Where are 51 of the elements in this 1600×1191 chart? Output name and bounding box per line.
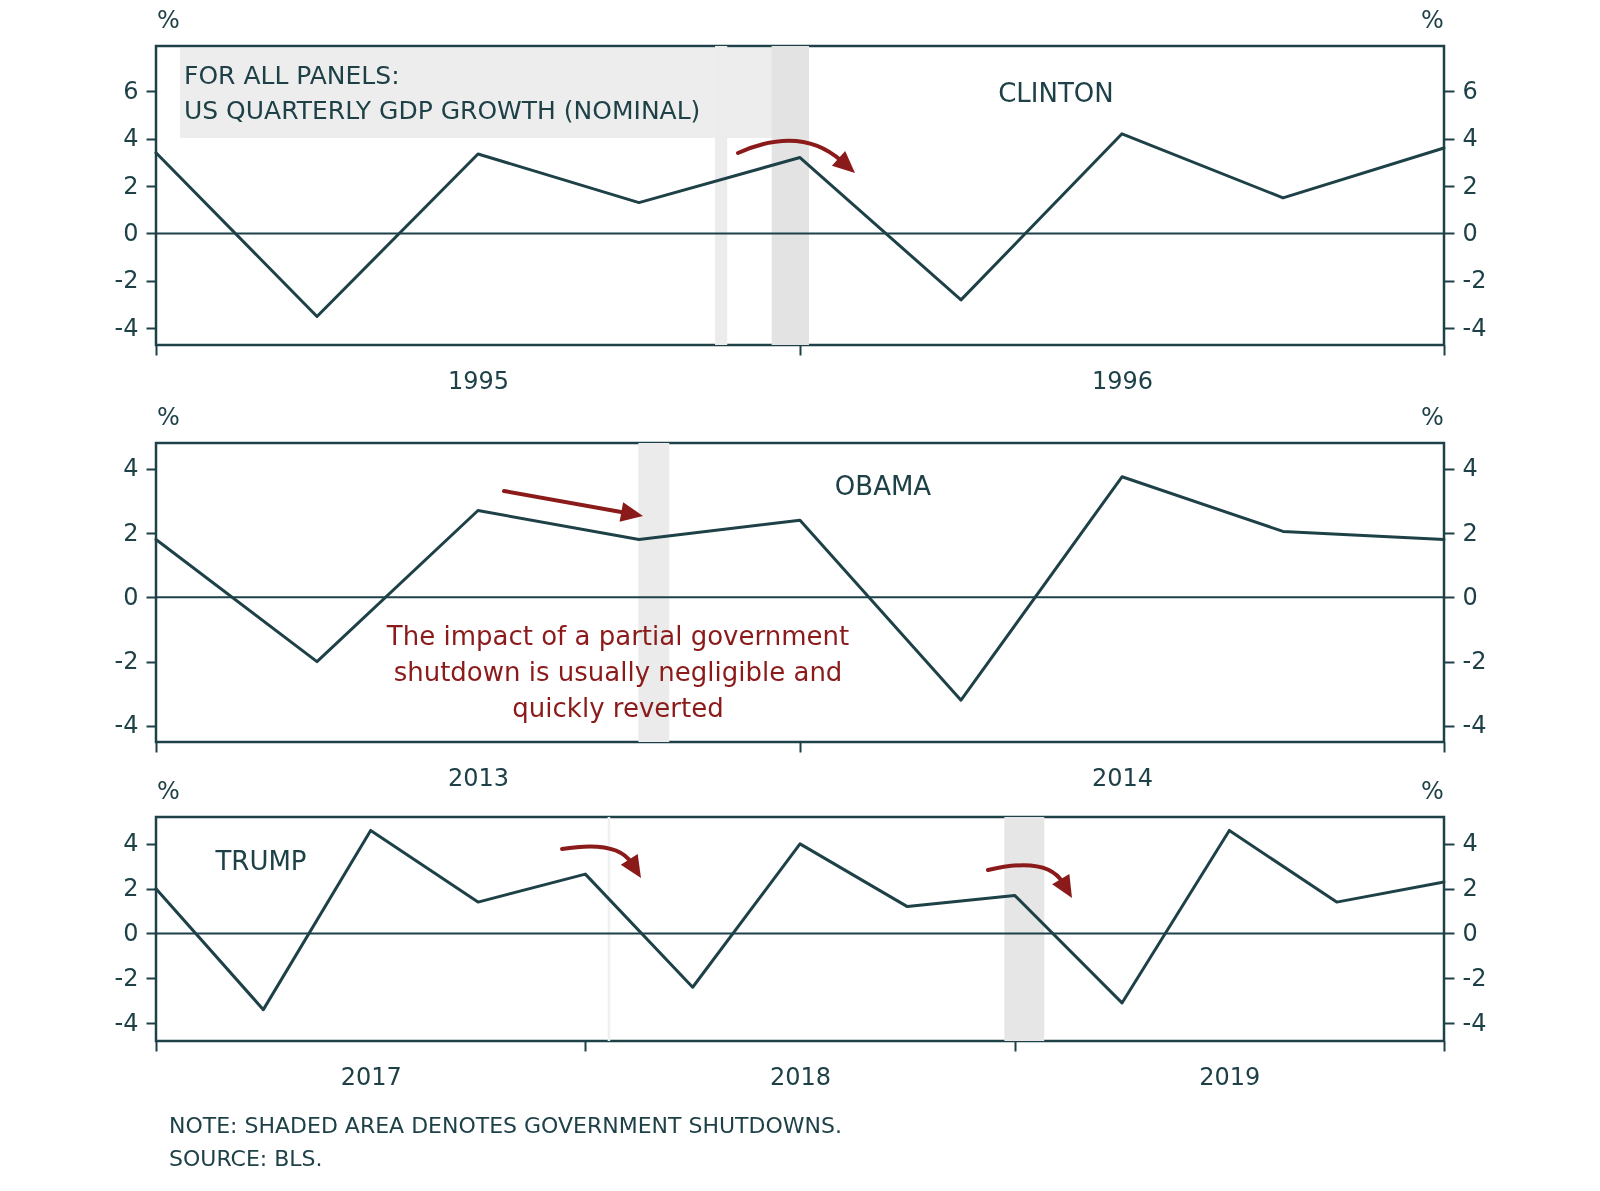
y2-tick-label: 2 bbox=[1462, 171, 1478, 200]
y-axis-title: % bbox=[157, 776, 180, 805]
y2-axis-title: % bbox=[1421, 5, 1444, 34]
y2-tick-label: -2 bbox=[1462, 647, 1487, 676]
y-tick-label: -2 bbox=[114, 647, 139, 676]
y-tick-label: 4 bbox=[123, 829, 139, 858]
y2-tick-label: 0 bbox=[1462, 918, 1478, 947]
x-tick-label: 2014 bbox=[1091, 763, 1154, 792]
y-tick-label: 2 bbox=[123, 874, 139, 903]
y-tick-label: 0 bbox=[123, 218, 139, 247]
y2-tick-label: -2 bbox=[1462, 963, 1487, 992]
y2-tick-label: 2 bbox=[1462, 874, 1478, 903]
y2-axis-title: % bbox=[1421, 402, 1444, 431]
annotation: TRUMP bbox=[214, 846, 307, 876]
y-tick-label: -2 bbox=[114, 266, 139, 295]
y-tick-label: -2 bbox=[114, 963, 139, 992]
y-tick-label: -4 bbox=[114, 1008, 139, 1037]
y-tick-label: 4 bbox=[123, 454, 139, 483]
y2-tick-label: 4 bbox=[1462, 124, 1478, 153]
y2-tick-label: 4 bbox=[1462, 454, 1478, 483]
text: NOTE: SHADED AREA DENOTES GOVERNMENT SHUTDOWNS. SOURCE: BLS. bbox=[169, 1113, 842, 1171]
y2-tick-label: 0 bbox=[1462, 218, 1478, 247]
y-tick-label: 0 bbox=[123, 582, 139, 611]
annotation: CLINTON bbox=[998, 78, 1114, 108]
annotation: The impact of a partial government shutdown is usually negligible and quickly reverted bbox=[385, 621, 850, 723]
x-tick-label: 2013 bbox=[447, 763, 510, 792]
y-tick-label: 4 bbox=[123, 124, 139, 153]
y-tick-label: -4 bbox=[114, 313, 139, 342]
y-tick-label: -4 bbox=[114, 711, 139, 740]
y2-tick-label: 2 bbox=[1462, 518, 1478, 547]
y2-axis-title: % bbox=[1421, 776, 1444, 805]
x-tick-label: 1996 bbox=[1091, 366, 1154, 395]
y2-tick-label: -4 bbox=[1462, 313, 1487, 342]
y2-tick-label: -4 bbox=[1462, 711, 1487, 740]
y2-tick-label: 6 bbox=[1462, 76, 1478, 105]
y-tick-label: 2 bbox=[123, 518, 139, 547]
y-axis-title: % bbox=[157, 402, 180, 431]
y2-tick-label: -4 bbox=[1462, 1008, 1487, 1037]
x-tick-label: 2019 bbox=[1199, 1062, 1261, 1091]
y2-tick-label: 4 bbox=[1462, 829, 1478, 858]
annotation: FOR ALL PANELS: US QUARTERLY GDP GROWTH (NOMINAL) bbox=[184, 61, 701, 125]
y-axis-title: % bbox=[157, 5, 180, 34]
x-tick-label: 2018 bbox=[769, 1062, 832, 1091]
annotation: OBAMA bbox=[834, 471, 932, 501]
y2-tick-label: -2 bbox=[1462, 266, 1487, 295]
x-tick-label: 1995 bbox=[447, 366, 510, 395]
y2-tick-label: 0 bbox=[1462, 582, 1478, 611]
x-tick-label: 2017 bbox=[340, 1062, 402, 1091]
y-tick-label: 2 bbox=[123, 171, 139, 200]
y-tick-label: 0 bbox=[123, 918, 139, 947]
y-tick-label: 6 bbox=[123, 76, 139, 105]
